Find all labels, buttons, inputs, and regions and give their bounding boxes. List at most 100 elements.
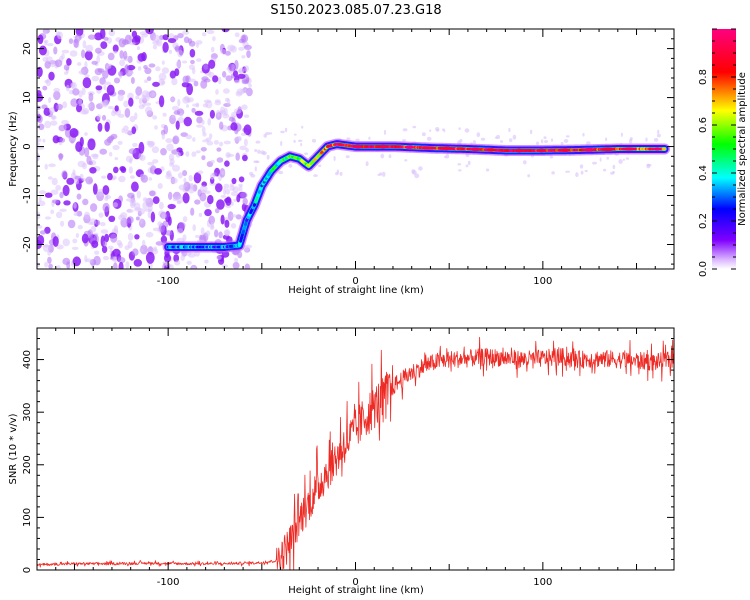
noise-blob: [233, 198, 238, 202]
noise-blob: [112, 44, 119, 53]
noise-blob: [226, 153, 235, 157]
noise-blob: [253, 160, 258, 163]
colorbar: 0.0 0.2 0.4 0.6 0.8 Normalized spectral ampl…: [698, 28, 748, 277]
noise-blob: [177, 98, 181, 107]
noise-blob: [46, 43, 54, 47]
noise-blob: [210, 173, 215, 180]
noise-blob: [131, 181, 139, 192]
noise-blob: [37, 34, 44, 45]
colorbar-gradient: [712, 29, 736, 269]
noise-blob: [246, 50, 251, 59]
noise-blob: [142, 197, 148, 203]
noise-blob: [222, 71, 227, 78]
noise-blob: [584, 169, 588, 173]
noise-blob: [37, 138, 42, 143]
noise-blob: [293, 133, 297, 136]
noise-blob: [158, 201, 164, 210]
noise-blob: [51, 177, 58, 186]
noise-blob: [254, 149, 258, 152]
noise-blob: [57, 31, 63, 40]
noise-blob: [412, 125, 417, 129]
noise-blob: [132, 248, 139, 256]
noise-blob: [139, 248, 144, 253]
noise-blob: [91, 75, 100, 82]
noise-blob: [216, 157, 224, 163]
noise-blob: [472, 140, 476, 145]
noise-blob: [182, 30, 190, 35]
noise-blob: [241, 79, 249, 85]
noise-blob: [54, 59, 63, 68]
noise-blob: [599, 157, 602, 162]
noise-blob: [37, 262, 41, 267]
noise-blob: [586, 141, 591, 145]
noise-blob: [152, 196, 160, 205]
ridge-peak: [652, 147, 662, 151]
noise-blob: [411, 169, 416, 174]
noise-blob: [85, 176, 93, 185]
noise-blob: [150, 211, 156, 223]
noise-blob: [426, 136, 432, 141]
colorbar-label: Normalized spectral amplitude: [737, 72, 748, 226]
noise-blob: [69, 127, 79, 138]
noise-blob: [62, 257, 71, 265]
noise-blob: [646, 164, 652, 167]
noise-blob: [178, 184, 186, 191]
noise-blob: [186, 104, 189, 108]
noise-blob: [91, 60, 98, 65]
noise-blob: [240, 88, 249, 94]
noise-blob: [89, 167, 97, 174]
noise-blob: [97, 122, 103, 132]
noise-blob: [549, 156, 554, 159]
noise-blob: [62, 101, 68, 109]
noise-blob: [653, 138, 659, 142]
noise-blob: [209, 133, 213, 139]
noise-blob: [219, 121, 224, 130]
noise-blob: [263, 133, 268, 138]
noise-blob: [117, 256, 126, 264]
noise-blob: [197, 170, 204, 175]
noise-blob: [124, 108, 131, 118]
noise-blob: [165, 138, 173, 144]
noise-blob: [209, 109, 215, 119]
noise-blob: [72, 169, 76, 176]
noise-blob: [63, 64, 70, 71]
noise-blob: [100, 229, 109, 234]
noise-blob: [201, 32, 207, 37]
noise-blob: [582, 132, 585, 137]
noise-blob: [551, 171, 555, 175]
noise-blob: [592, 161, 597, 165]
noise-blob: [87, 138, 96, 151]
noise-blob: [100, 41, 108, 49]
noise-blob: [169, 264, 174, 269]
noise-blob: [224, 160, 230, 167]
noise-blob: [165, 230, 173, 236]
noise-blob: [198, 212, 203, 217]
noise-blob: [134, 234, 140, 240]
noise-blob: [128, 97, 134, 107]
noise-blob: [193, 172, 202, 184]
noise-blob: [195, 42, 199, 48]
bottom-y-axis: 0 100 200 300 400: [22, 327, 674, 573]
noise-blob: [38, 200, 46, 207]
noise-blob: [500, 140, 504, 143]
noise-blob: [125, 261, 130, 269]
noise-blob: [39, 190, 47, 195]
noise-blob: [543, 136, 547, 140]
noise-blob: [136, 46, 141, 51]
noise-blob: [103, 36, 109, 41]
ridge-peak: [379, 144, 387, 149]
noise-blob: [161, 132, 165, 140]
noise-blob: [62, 238, 70, 247]
noise-blob: [104, 121, 110, 132]
noise-blob: [230, 191, 239, 197]
noise-blob: [160, 80, 166, 85]
noise-blob: [104, 99, 110, 106]
noise-blob: [138, 141, 145, 154]
noise-blob: [93, 255, 101, 266]
noise-blob: [108, 215, 116, 222]
noise-blob: [575, 172, 579, 178]
noise-blob: [139, 31, 148, 36]
noise-blob: [174, 260, 181, 266]
noise-blob: [240, 191, 248, 199]
